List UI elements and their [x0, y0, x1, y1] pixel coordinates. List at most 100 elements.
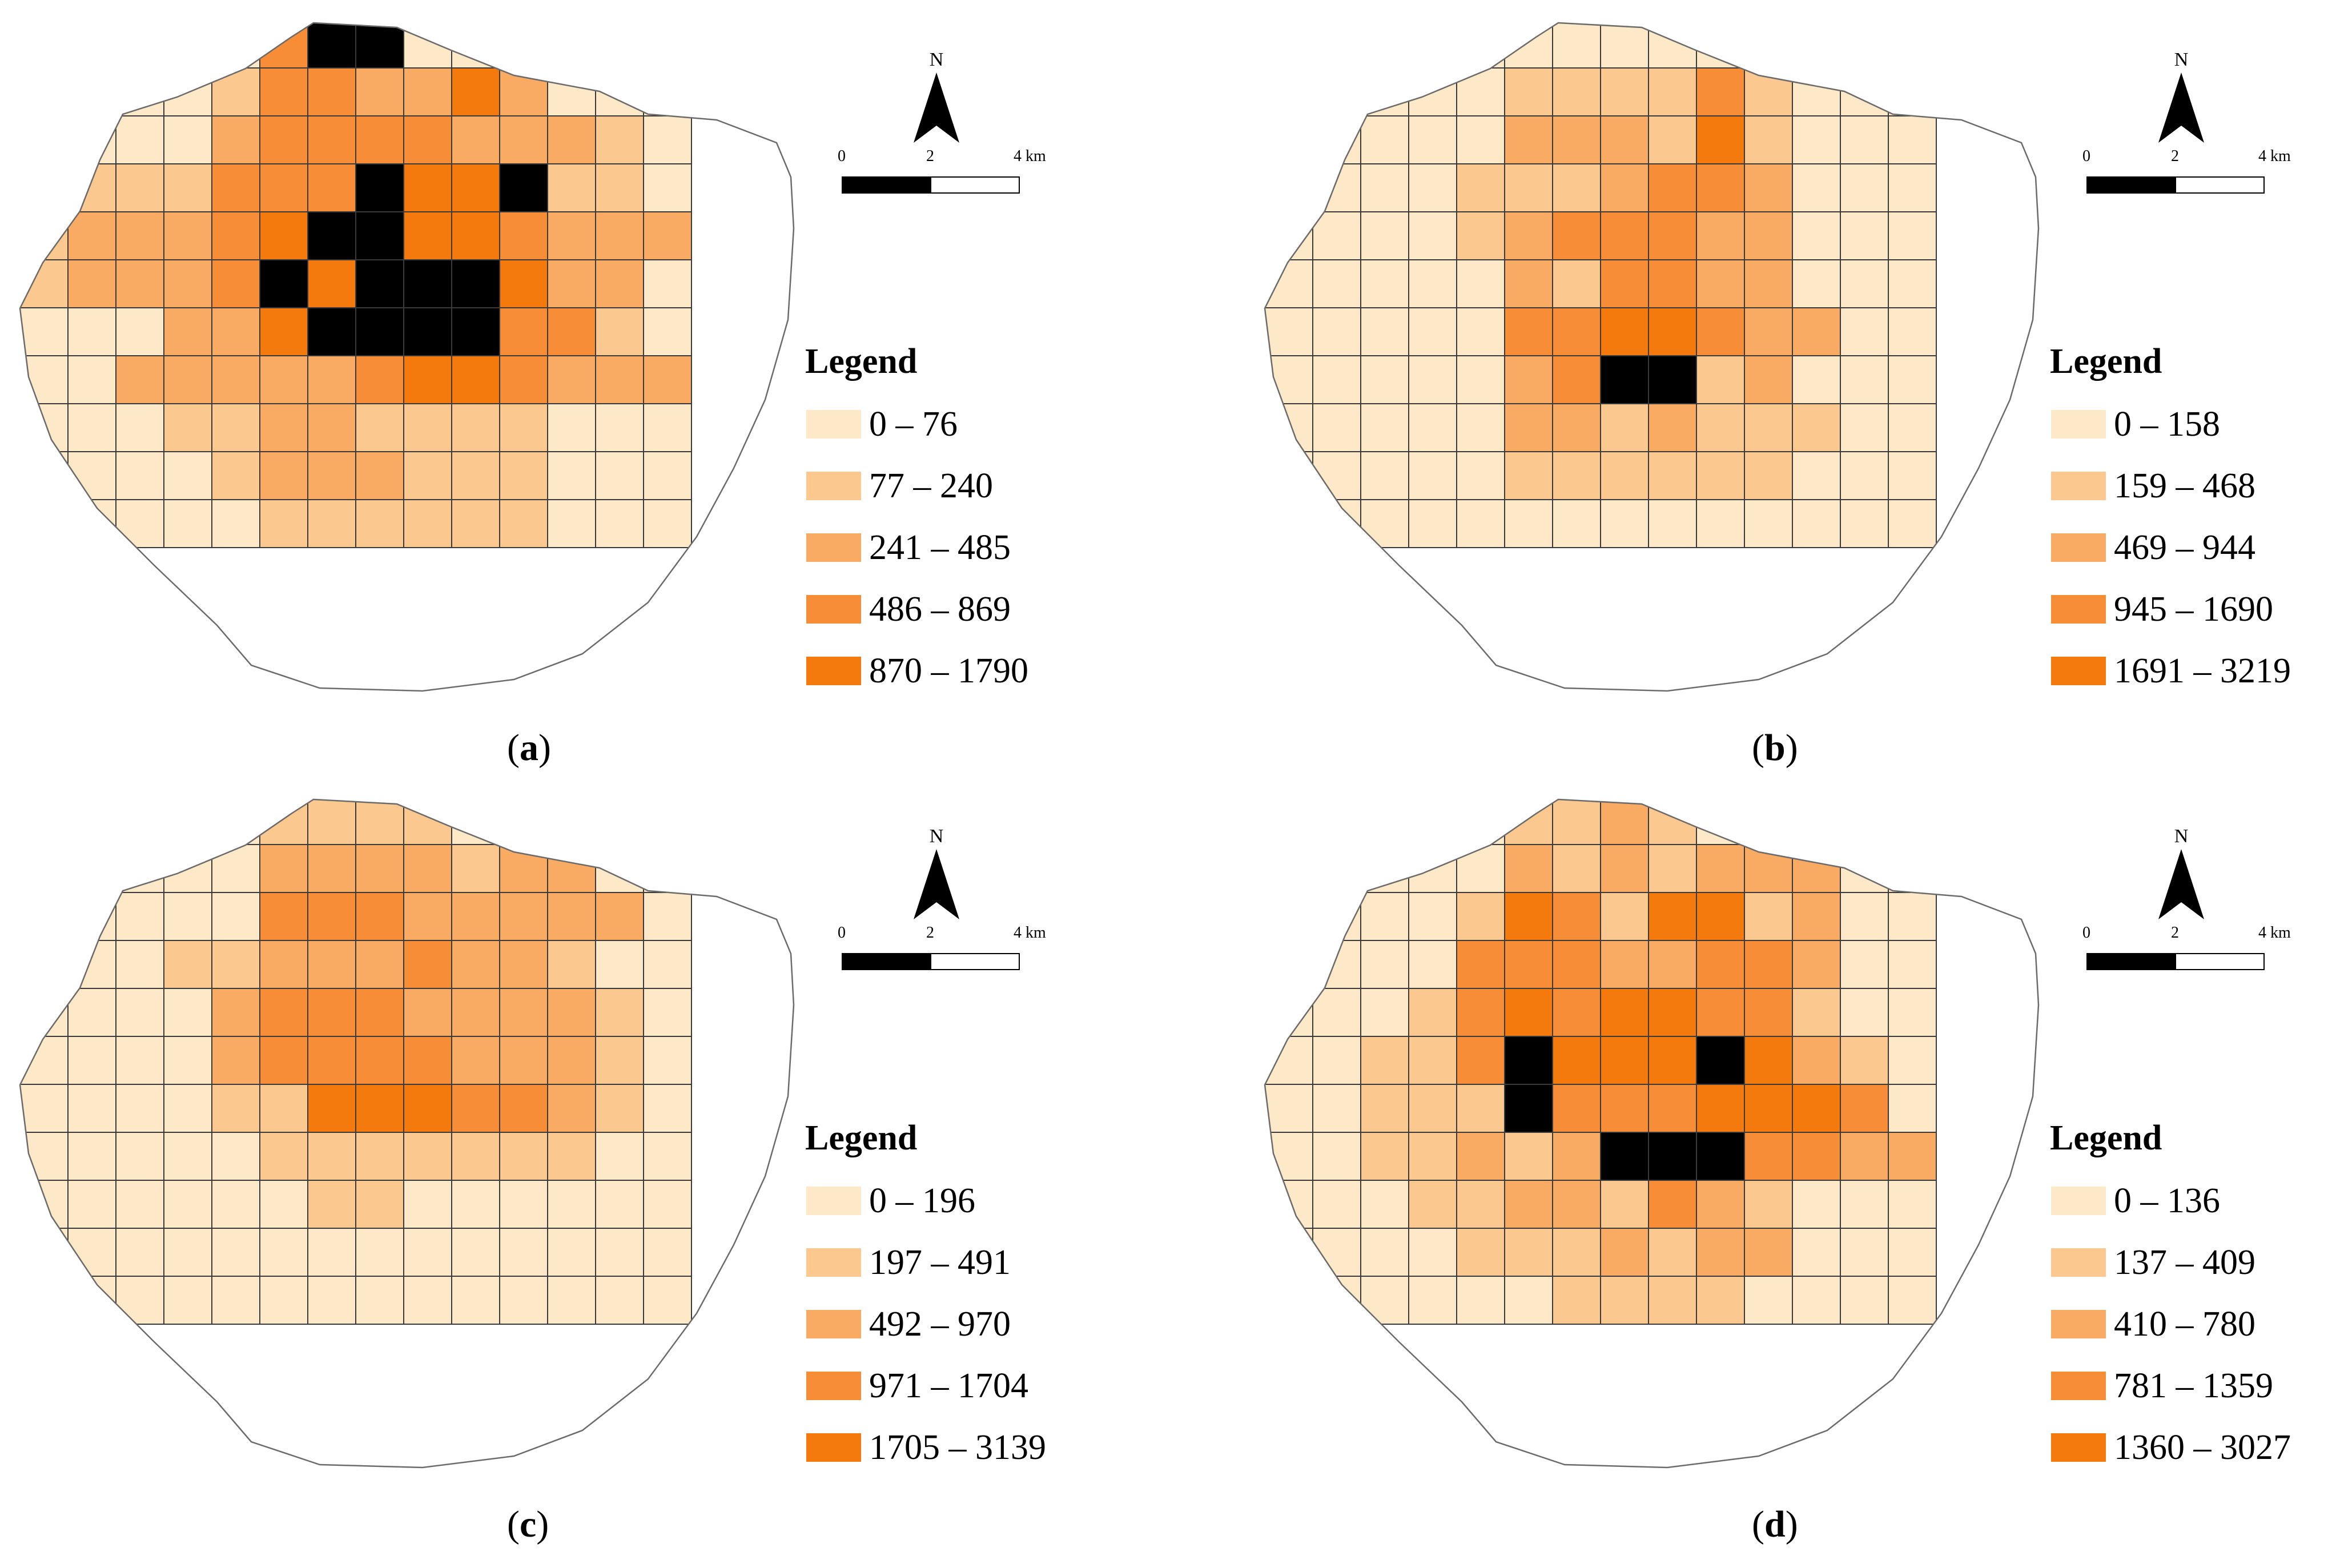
- grid-cell: [1888, 355, 1937, 404]
- grid-cell: [1312, 1276, 1361, 1325]
- grid-cell: [1744, 307, 1793, 356]
- grid-cell: [451, 892, 500, 941]
- grid-cell: [20, 892, 69, 941]
- grid-cell: [1408, 1228, 1457, 1277]
- grid-cell: [1744, 844, 1793, 893]
- map-panel-b: N 0 2 4 km Legend 0 – 158 159 – 468 469 – 944 94…: [1245, 0, 2328, 784]
- grid-cell: [1312, 499, 1361, 548]
- grid-cell: [259, 23, 308, 69]
- grid-cell: [163, 1036, 212, 1085]
- grid-cell: [1696, 1180, 1745, 1229]
- grid-cell: [499, 307, 548, 356]
- panel-letter: b: [1764, 727, 1786, 769]
- grid-cell: [499, 1180, 548, 1229]
- grid-cell: [1360, 23, 1409, 69]
- grid-cell: [1408, 988, 1457, 1037]
- grid-cell: [163, 940, 212, 989]
- choropleth-map: [19, 798, 795, 1469]
- grid-cell: [1840, 1276, 1889, 1325]
- grid-cell: [595, 988, 644, 1037]
- grid-cell: [1840, 355, 1889, 404]
- grid-cell: [1408, 307, 1457, 356]
- legend-item: 945 – 1690: [2051, 590, 2273, 629]
- legend-item: 492 – 970: [806, 1305, 1011, 1344]
- legend-swatch: [2051, 1310, 2106, 1338]
- grid-cell: [1600, 892, 1649, 941]
- grid-cell: [1552, 403, 1601, 452]
- grid-cell: [1456, 163, 1505, 212]
- grid-cell: [1408, 1276, 1457, 1325]
- grid-cell: [1408, 1132, 1457, 1181]
- legend-item: 781 – 1359: [2051, 1366, 2273, 1405]
- grid-cell: [355, 23, 404, 69]
- grid-cell: [1265, 799, 1313, 845]
- grid-cell: [499, 67, 548, 116]
- legend-swatch: [806, 1372, 861, 1400]
- grid-cell: [1360, 499, 1409, 548]
- grid-cell: [67, 1132, 116, 1181]
- grid-cell: [67, 988, 116, 1037]
- grid-cell: [355, 988, 404, 1037]
- grid-cell: [355, 1228, 404, 1277]
- grid-cell: [1360, 307, 1409, 356]
- grid-cell: [307, 988, 356, 1037]
- grid-cell: [1888, 163, 1937, 212]
- legend-swatch: [2051, 657, 2106, 685]
- grid-cell: [115, 259, 164, 308]
- grid-cell: [1456, 499, 1505, 548]
- grid-cell: [451, 307, 500, 356]
- grid-cell: [1265, 67, 1313, 116]
- grid-cell: [1312, 799, 1361, 845]
- grid-cell: [1840, 499, 1889, 548]
- grid-cell: [1648, 844, 1697, 893]
- grid-cell: [355, 499, 404, 548]
- grid-cell: [67, 355, 116, 404]
- grid-cell: [1265, 403, 1313, 452]
- grid-cell: [259, 211, 308, 260]
- legend-item: 1691 – 3219: [2051, 652, 2291, 690]
- grid-cell: [1744, 799, 1793, 845]
- grid-cell: [403, 451, 452, 500]
- grid-cell: [1504, 499, 1553, 548]
- grid-cell: [307, 1132, 356, 1181]
- grid-cell: [1696, 1036, 1745, 1085]
- grid-cell: [1792, 67, 1841, 116]
- legend-item: 77 – 240: [806, 467, 993, 505]
- grid-cell: [403, 23, 452, 69]
- grid-cell: [1456, 23, 1505, 69]
- grid-cell: [355, 451, 404, 500]
- legend-swatch: [2051, 1248, 2106, 1277]
- grid-cell: [163, 403, 212, 452]
- grid-cell: [1888, 499, 1937, 548]
- north-label: N: [2174, 826, 2189, 847]
- grid-cell: [1504, 940, 1553, 989]
- grid-cell: [211, 1228, 260, 1277]
- grid-cell: [1600, 307, 1649, 356]
- grid-cell: [1552, 307, 1601, 356]
- scale-bar: [2086, 176, 2265, 194]
- grid-cell: [595, 163, 644, 212]
- grid-cell: [211, 1084, 260, 1133]
- grid-cell: [1648, 403, 1697, 452]
- legend-item: 0 – 136: [2051, 1181, 2220, 1220]
- grid-cell: [211, 1132, 260, 1181]
- grid-cell: [547, 355, 596, 404]
- north-label: N: [930, 826, 944, 847]
- grid-cell: [1408, 451, 1457, 500]
- grid-cell: [1888, 451, 1937, 500]
- grid-cell: [115, 1180, 164, 1229]
- grid-cell: [1265, 259, 1313, 308]
- grid-cell: [547, 799, 596, 845]
- grid-cell: [1265, 1084, 1313, 1133]
- grid-cell: [1744, 499, 1793, 548]
- grid-cell: [1600, 451, 1649, 500]
- grid-cell: [211, 307, 260, 356]
- grid-cell: [547, 451, 596, 500]
- grid-cell: [163, 211, 212, 260]
- grid-cell: [1552, 1276, 1601, 1325]
- grid-cell: [547, 844, 596, 893]
- legend-label: 781 – 1359: [2114, 1366, 2273, 1405]
- grid-cell: [211, 1180, 260, 1229]
- grid-cell: [1552, 940, 1601, 989]
- grid-cell: [1840, 1084, 1889, 1133]
